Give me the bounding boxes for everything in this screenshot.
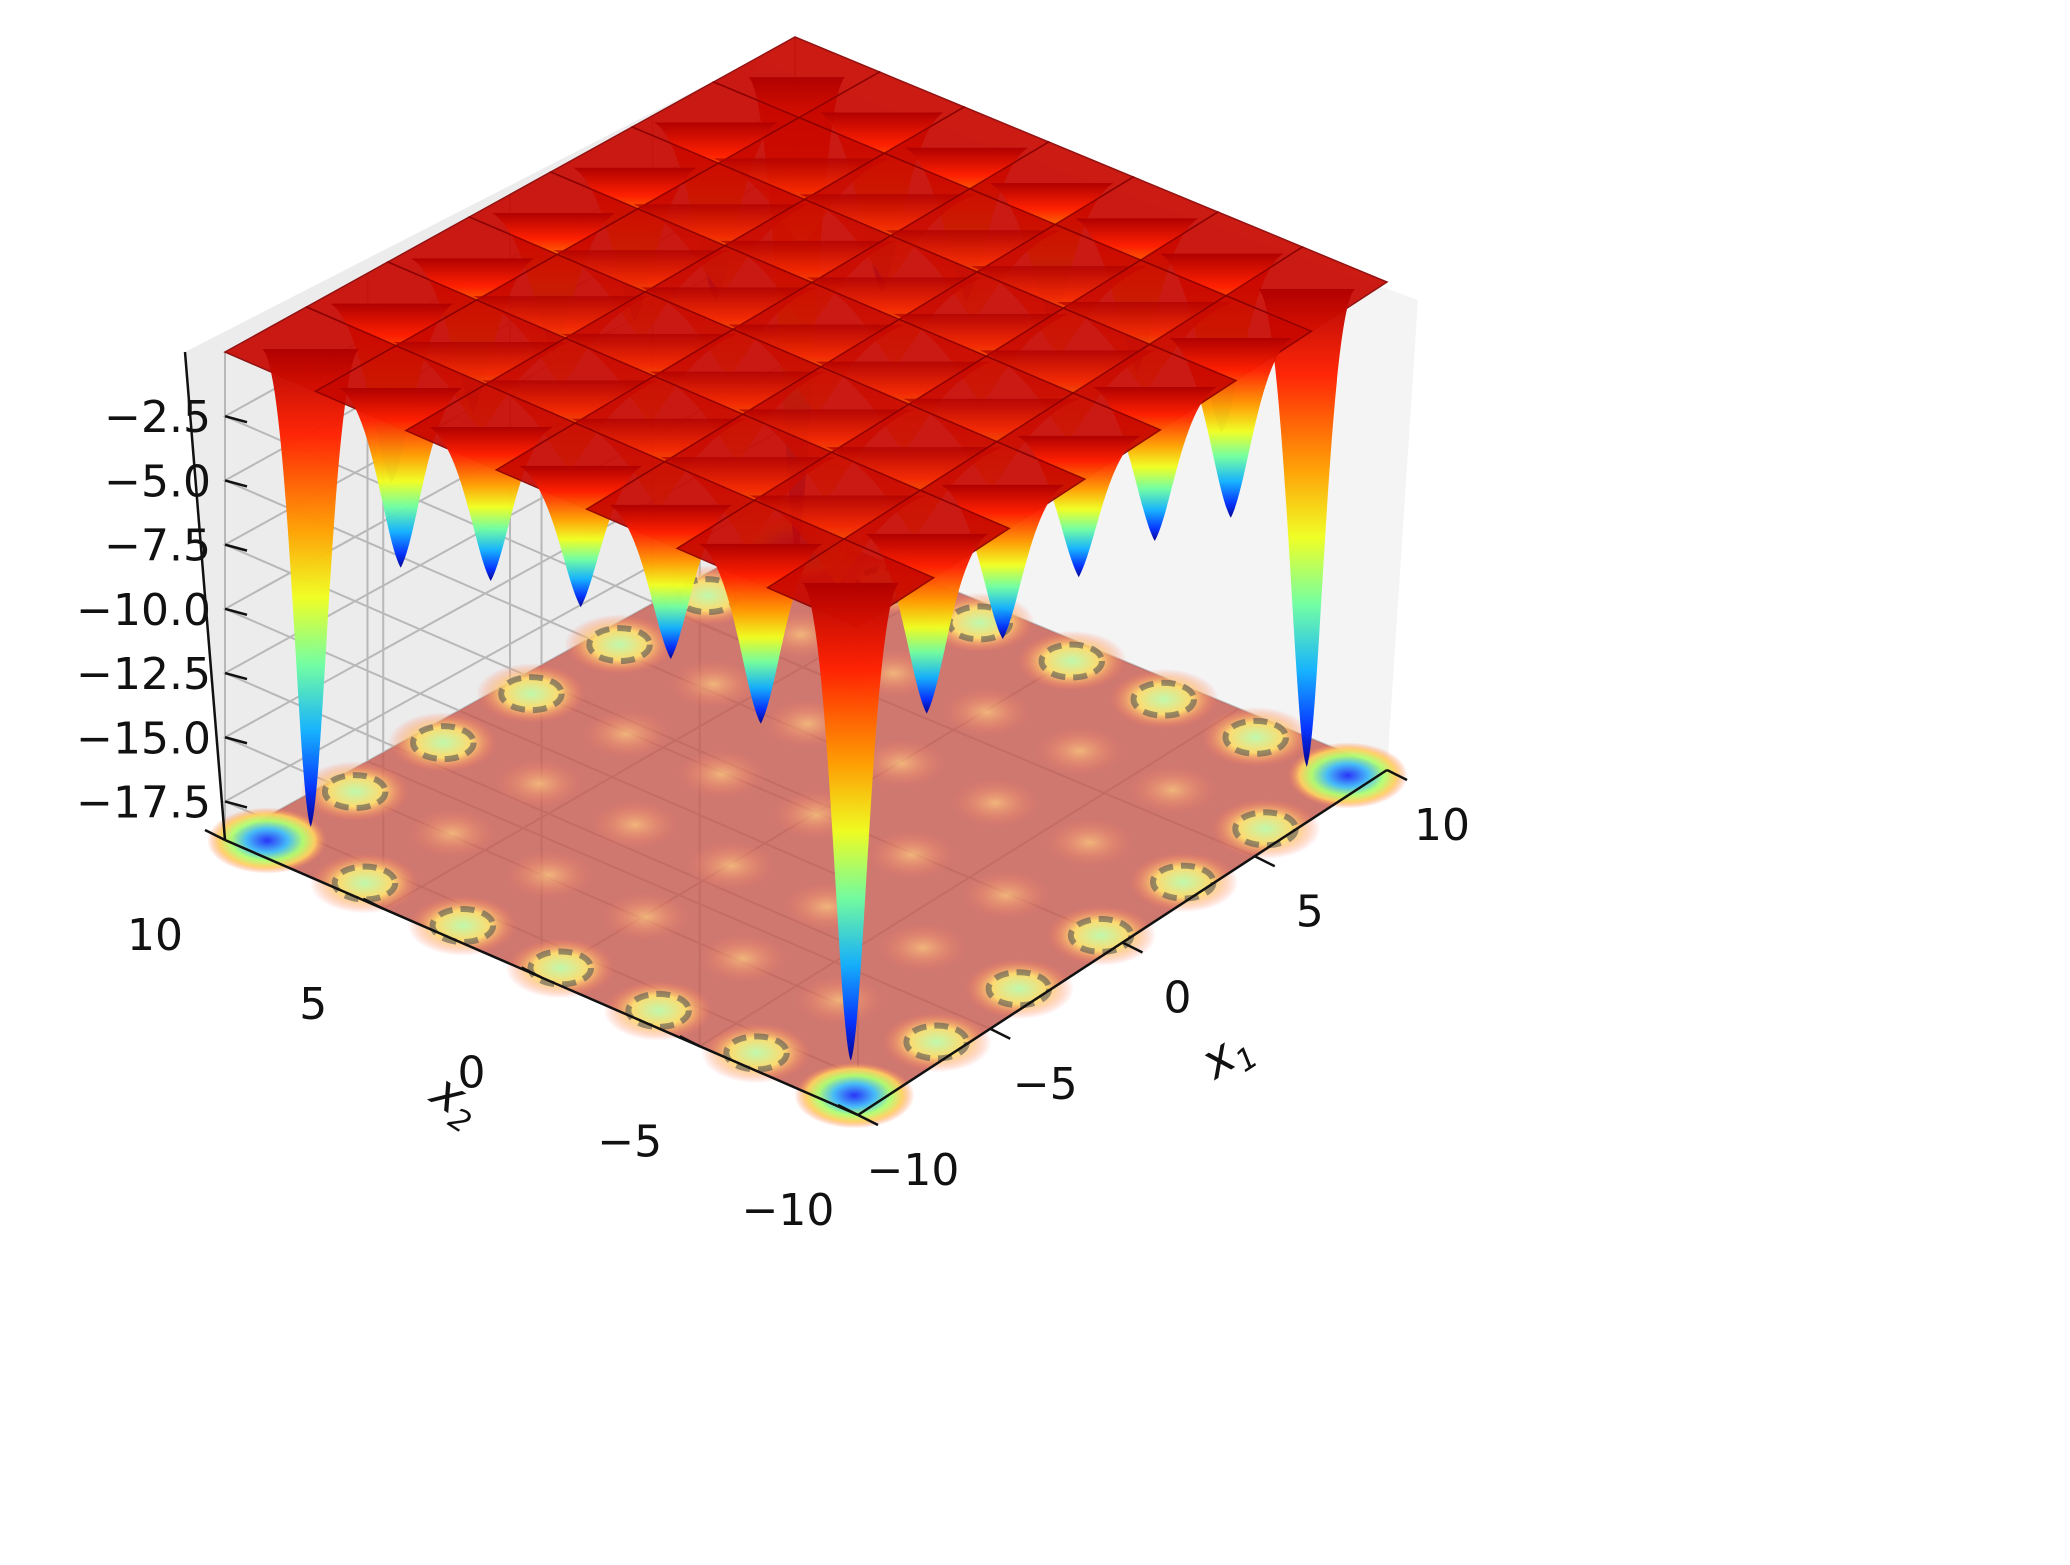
x2-tick — [204, 828, 226, 842]
contour-line — [1222, 717, 1289, 757]
tick-labels: −10 −5 0 5 10 −10 −5 0 5 10 −2.5 −5.0 −7.5 −10.0 −12.5… — [76, 392, 1470, 1236]
contour-spot — [793, 974, 886, 1026]
x2-tick — [837, 1103, 859, 1117]
contour-spot — [1287, 742, 1408, 809]
contour-spot — [388, 712, 499, 773]
x2-tick-label: 0 — [458, 1048, 486, 1099]
contour-spot — [603, 980, 714, 1041]
surface-well — [1258, 288, 1356, 767]
contour-spot — [589, 799, 682, 850]
x2-tick-label: 10 — [127, 910, 183, 961]
x1-axis-label: x1 — [1189, 1017, 1264, 1096]
z-tick-label: −12.5 — [76, 649, 211, 700]
x2-tick-label: −10 — [742, 1185, 835, 1236]
contour-line — [321, 772, 389, 812]
surface-well — [802, 582, 900, 1061]
x1-tick-label: −10 — [867, 1145, 960, 1196]
x1-tick — [857, 1113, 879, 1127]
contour-spot — [949, 777, 1042, 829]
contour-spot — [407, 895, 518, 956]
contour-line — [985, 969, 1053, 1009]
contour-line — [331, 863, 399, 903]
x2-tick-label: −5 — [597, 1116, 662, 1167]
x1-tick-label: −5 — [1013, 1059, 1078, 1110]
contour-spot — [1210, 798, 1321, 860]
contour-spot — [580, 708, 673, 760]
contour-spot — [794, 1062, 915, 1129]
contour-line — [498, 674, 565, 714]
x1-tick-label: 0 — [1164, 973, 1192, 1024]
x2-tick — [679, 1035, 701, 1048]
contour-line — [625, 990, 692, 1030]
contour-spot — [502, 849, 595, 901]
contour-spot — [865, 829, 958, 881]
contour-line — [1038, 641, 1106, 681]
contour-line — [1130, 679, 1197, 719]
x1-tick — [1254, 855, 1276, 868]
contour-line — [903, 1022, 970, 1062]
contour-spot — [406, 808, 499, 859]
contour-spot — [1046, 905, 1157, 966]
contour-spot — [685, 840, 778, 891]
contour-spot — [300, 761, 411, 822]
x2-tick — [520, 966, 543, 979]
contour-spot — [675, 748, 768, 800]
z-tick-label: −7.5 — [104, 521, 211, 572]
x2-tick-label: 5 — [299, 979, 327, 1030]
contour-spot — [1043, 817, 1136, 868]
contour-spot — [696, 933, 789, 984]
x1-tick — [1386, 768, 1408, 782]
contour-spot — [963, 958, 1074, 1019]
z-tick-label: −2.5 — [104, 392, 211, 443]
contour-spot — [940, 686, 1033, 738]
contour-spot — [599, 891, 692, 943]
z-tick-label: −17.5 — [76, 777, 211, 828]
contour-spot — [505, 937, 616, 999]
z-axis-line — [183, 351, 227, 841]
contour-spot — [476, 663, 587, 724]
contour-spot — [1128, 851, 1239, 913]
z-tick — [224, 415, 248, 424]
z-tick-label: −15.0 — [76, 713, 211, 764]
contour-spot — [881, 1011, 992, 1073]
surface — [223, 36, 1389, 1061]
contour-line — [410, 723, 477, 763]
z-tick — [224, 479, 248, 488]
contour-line — [586, 625, 653, 665]
x1-tick — [1121, 941, 1144, 954]
contour-spot — [876, 922, 969, 973]
contour-spot — [1108, 668, 1219, 730]
contour-spot — [701, 1022, 812, 1084]
x1-tick-label: 10 — [1414, 800, 1470, 851]
z-tick — [224, 800, 248, 809]
contour-spot — [493, 758, 586, 809]
x1-tick — [989, 1027, 1011, 1040]
contour-spot — [855, 738, 948, 789]
contour-spot — [1200, 707, 1311, 768]
contour-spot — [1016, 630, 1127, 692]
contour-spot — [207, 807, 328, 874]
z-tick — [224, 543, 248, 552]
z-tick-label: −10.0 — [76, 585, 211, 636]
contour-spot — [1033, 725, 1126, 777]
z-tick-label: −5.0 — [104, 456, 211, 507]
contour-line — [527, 948, 594, 988]
z-tick — [224, 607, 248, 617]
contour-projection — [207, 513, 1408, 1129]
contour-line — [429, 905, 497, 945]
contour-spot — [309, 852, 420, 914]
surface-well — [262, 348, 360, 827]
contour-spot — [667, 658, 760, 710]
contour-line — [723, 1033, 790, 1073]
x1-tick-label: 5 — [1296, 886, 1324, 937]
z-tick — [224, 736, 248, 745]
x2-tick — [362, 897, 384, 910]
contour-spot — [564, 614, 675, 675]
z-tick — [224, 671, 248, 681]
contour-spot — [960, 869, 1053, 921]
contour-spot — [1126, 764, 1219, 816]
